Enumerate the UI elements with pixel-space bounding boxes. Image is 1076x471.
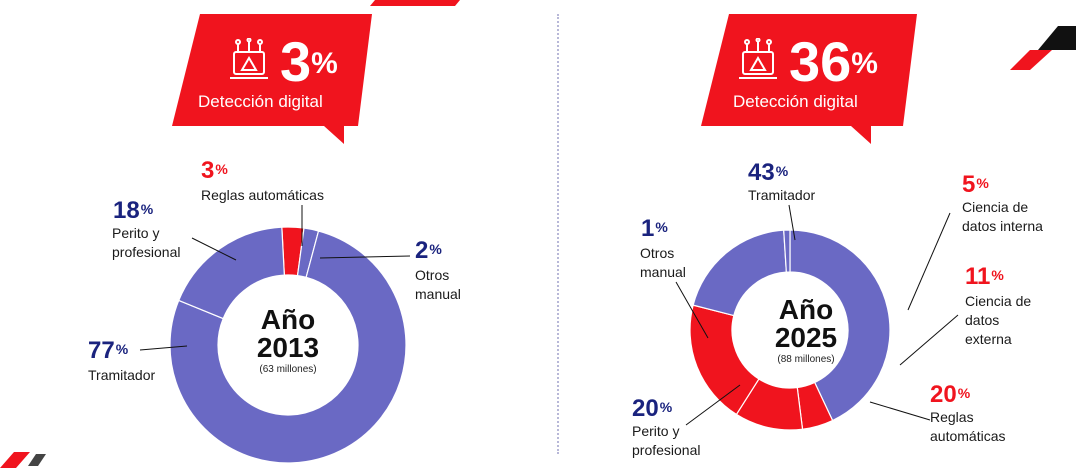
slice-tramitador	[169, 230, 407, 464]
leader-perito-2025	[685, 384, 741, 426]
leader-perito-2013	[191, 237, 237, 261]
right-badge-percent: 36%	[789, 30, 878, 93]
leader-lines	[139, 204, 959, 426]
label-text-perito-2025: Perito y profesional	[632, 423, 701, 458]
label-pct-reglas-2013: 3%	[201, 157, 228, 184]
label-text-otros-2025: Otros manual	[640, 245, 686, 280]
badge-shape	[701, 14, 917, 144]
alert-laptop-icon	[230, 38, 268, 79]
leader-tramitador-2013	[139, 345, 188, 351]
label-pct-tramitador-2025: 43%	[748, 159, 789, 186]
badge-shape	[172, 14, 372, 144]
label-text-reglas-2025: Reglas automáticas	[930, 409, 1006, 444]
right-center-subtitle: (88 millones)	[777, 354, 835, 365]
corner-stripe-top	[370, 0, 460, 6]
leader-ciencia-int-2025	[907, 212, 951, 311]
slice-perito-y-profesional	[177, 226, 285, 320]
label-pct-reglas-2025: 20%	[930, 381, 971, 408]
label-text-tramitador-2025: Tramitador	[748, 187, 816, 203]
left-center-title: Año 2013	[256, 304, 320, 363]
donut-2013	[169, 226, 407, 464]
donut-2025	[689, 229, 891, 431]
label-pct-perito-2025: 20%	[632, 395, 673, 422]
leader-ciencia-ext-2025	[899, 314, 959, 366]
label-pct-otros-2025: 1%	[641, 215, 668, 242]
left-badge-percent: 3%	[280, 30, 338, 93]
label-pct-ciencia-ext-2025: 11%	[965, 263, 1004, 290]
left-badge: 3% Detección digital	[172, 14, 372, 154]
label-text-perito-2013: Perito y profesional	[112, 225, 181, 260]
slice-tramitador	[789, 229, 891, 422]
corner-stripe-right	[1010, 26, 1076, 70]
label-pct-perito-2013: 18%	[113, 197, 154, 224]
label-text-tramitador-2013: Tramitador	[88, 367, 156, 383]
panel-divider	[557, 14, 559, 454]
leader-otros-2025	[675, 281, 709, 339]
leader-tramitador-2025	[788, 204, 796, 241]
leader-otros-2013	[319, 255, 411, 259]
corner-stripe-bottom	[0, 452, 46, 468]
left-center-subtitle: (63 millones)	[259, 364, 317, 375]
leader-reglas-2025	[869, 401, 931, 421]
label-pct-otros-2013: 2%	[415, 237, 442, 264]
label-text-ciencia-ext-2025: Ciencia de datos externa	[965, 293, 1032, 347]
slice-otros-manual	[783, 229, 791, 273]
right-badge-label: Detección digital	[733, 92, 858, 111]
right-center-title: Año 2025	[774, 294, 838, 353]
label-pct-tramitador-2013: 77%	[88, 337, 129, 364]
right-badge: 36% Detección digital	[701, 14, 917, 154]
label-pct-ciencia-int-2025: 5%	[962, 171, 989, 198]
label-text-otros-2013: Otros manual	[415, 267, 461, 302]
left-badge-label: Detección digital	[198, 92, 323, 111]
label-text-ciencia-int-2025: Ciencia de datos interna	[962, 199, 1043, 234]
alert-laptop-icon	[739, 38, 777, 79]
label-text-reglas-2013: Reglas automáticas	[201, 187, 324, 203]
